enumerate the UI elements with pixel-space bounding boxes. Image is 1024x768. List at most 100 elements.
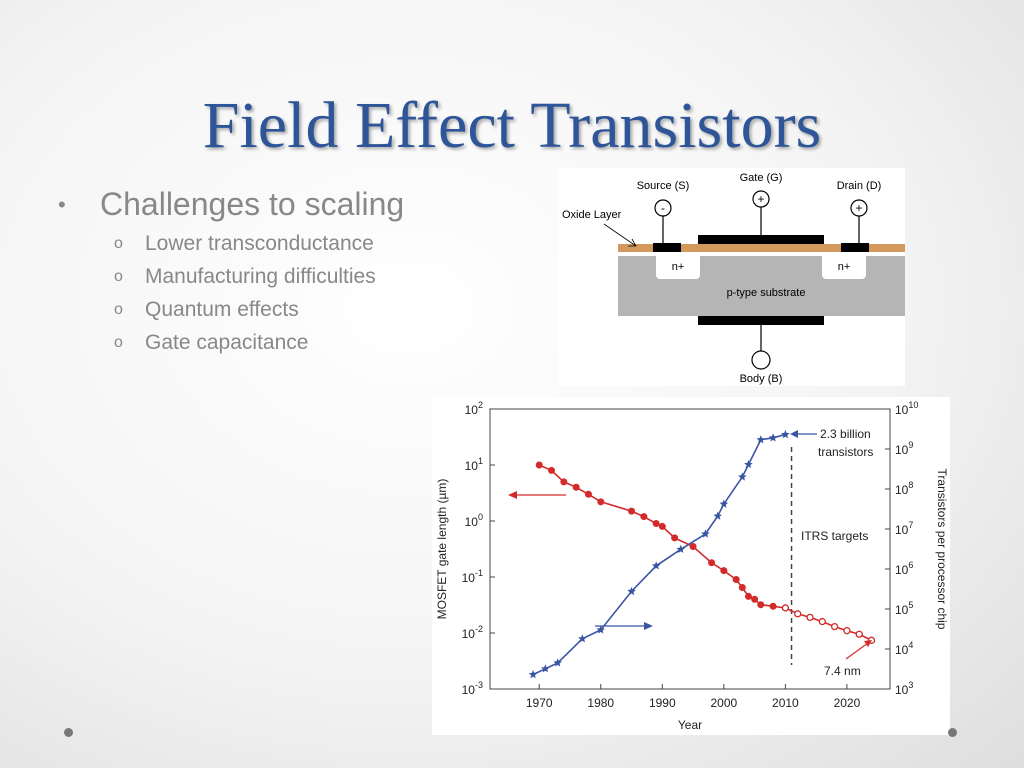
y-left-tick-exponent: -1 xyxy=(475,568,483,578)
itrs-target-point xyxy=(843,627,851,635)
gate-length-point xyxy=(548,466,556,474)
gate-length-point xyxy=(689,543,697,551)
drain-terminal-icon xyxy=(850,199,868,217)
gate-terminal-icon xyxy=(752,190,770,208)
y-right-axis-label: Transistors per processor chip xyxy=(935,469,949,630)
transistor-count-point xyxy=(553,658,562,667)
drain-nplus-region xyxy=(822,252,866,279)
transistors-annotation: transistors xyxy=(818,445,873,459)
corner-dot-right xyxy=(948,728,957,737)
y-left-tick-label: 10-3 xyxy=(462,680,483,697)
x-tick-label: 1980 xyxy=(587,696,614,710)
transistor-count-point xyxy=(744,460,753,469)
bullet-challenges: • Challenges to scaling xyxy=(58,186,404,223)
transistor-count-point xyxy=(719,499,729,508)
gate-length-point xyxy=(738,583,746,591)
y-left-tick-exponent: -3 xyxy=(475,680,483,690)
y-left-tick-exponent: 1 xyxy=(478,456,483,466)
itrs-target-point xyxy=(806,613,814,622)
gate-length-point xyxy=(708,559,716,567)
transistor-count-point xyxy=(596,625,605,634)
source-nplus-label: n+ xyxy=(672,261,685,273)
body-electrode xyxy=(698,316,824,325)
itrs-target-point xyxy=(794,610,802,618)
scaling-chart-svg: 1970 1980 1990 2000 2010 2020Year10210110010-… xyxy=(435,400,949,732)
gate-length-point xyxy=(744,592,752,600)
oxide-layer-label: Oxide Layer xyxy=(562,209,622,221)
slide-title: Field Effect Transistors xyxy=(202,89,822,162)
gate-length-point xyxy=(640,513,648,521)
source-contact xyxy=(653,243,681,252)
transistor-arrowhead xyxy=(644,622,653,630)
y-right-tick-label: 107 xyxy=(895,520,913,537)
source-minus-sign: - xyxy=(661,201,665,215)
itrs-target-point xyxy=(818,617,826,626)
body-terminal-icon xyxy=(751,350,771,370)
sub-bullet-marker: o xyxy=(114,268,123,285)
transistor-count-point xyxy=(578,634,587,643)
oxide-pointer-arrowhead xyxy=(628,238,637,247)
gate-length-point xyxy=(769,602,777,610)
transistor-count-point xyxy=(627,586,636,596)
y-left-tick-label: 10-1 xyxy=(462,568,483,585)
x-tick-label: 2010 xyxy=(772,696,799,710)
x-tick-label: 2020 xyxy=(834,696,861,710)
itrs-target-point xyxy=(855,630,863,638)
transistor-count-point xyxy=(713,511,722,520)
y-right-tick-exponent: 5 xyxy=(908,600,913,610)
sub-bullet: o Manufacturing difficulties xyxy=(58,265,404,289)
body-label: Body (B) xyxy=(740,373,783,385)
gate-label: Gate (G) xyxy=(740,172,783,184)
y-right-tick-exponent: 6 xyxy=(908,560,913,570)
y-left-tick-label: 102 xyxy=(465,400,483,417)
gate-length-point xyxy=(751,595,759,603)
gate-length-point xyxy=(560,478,568,486)
source-label: Source (S) xyxy=(637,180,690,192)
y-right-tick-exponent: 7 xyxy=(908,520,913,530)
y-right-tick-label: 109 xyxy=(895,440,913,457)
y-left-tick-label: 101 xyxy=(465,456,483,473)
drain-label: Drain (D) xyxy=(837,180,882,192)
sub-bullet-text: Lower transconductance xyxy=(145,232,374,255)
y-left-axis-label: MOSFET gate length (µm) xyxy=(435,479,449,620)
scaling-chart: 1970 1980 1990 2000 2010 2020 Year 102 101 100 10-… xyxy=(432,397,950,735)
substrate-label: p-type substrate xyxy=(727,287,806,299)
sub-bullet-marker: o xyxy=(114,301,123,318)
sub-bullet-marker: o xyxy=(114,235,123,252)
x-tick-label: 1970 xyxy=(526,696,553,710)
y-right-tick-label: 1010 xyxy=(895,400,918,417)
sub-bullet: o Gate capacitance xyxy=(58,331,404,355)
x-tick-label: 1990 xyxy=(649,696,676,710)
sub-bullet-marker: o xyxy=(114,334,123,351)
transistor-count-point xyxy=(768,433,778,442)
y-right-tick-label: 105 xyxy=(895,600,913,617)
x-axis-label: Year xyxy=(678,718,702,732)
gate-length-point xyxy=(720,567,728,575)
y-right-tick-label: 103 xyxy=(895,680,913,697)
mosfet-diagram: - + + Source (S) Gate (G) Drain (D) Oxid… xyxy=(558,168,905,386)
drain-plus-sign: + xyxy=(855,201,862,215)
mosfet-diagram-svg: - + + Source (S) Gate (G) Drain (D) Oxid… xyxy=(562,172,905,385)
y-right-tick-exponent: 3 xyxy=(908,680,913,690)
y-left-tick-exponent: -2 xyxy=(475,624,483,634)
sub-bullet-text: Gate capacitance xyxy=(145,331,309,354)
y-right-tick-exponent: 9 xyxy=(908,440,913,450)
y-left-tick-exponent: 0 xyxy=(478,512,483,522)
gate-length-point xyxy=(572,483,580,491)
y-left-tick-exponent: 2 xyxy=(478,400,483,410)
billion-annotation: 2.3 billion xyxy=(820,427,871,441)
drain-contact xyxy=(841,243,869,252)
source-nplus-region xyxy=(656,252,700,279)
sub-bullet: o Quantum effects xyxy=(58,298,404,322)
transistor-count-point xyxy=(528,670,538,679)
gate-length-arrowhead xyxy=(508,491,517,499)
transistor-count-point xyxy=(738,472,747,481)
transistor-count-point xyxy=(676,544,685,553)
gate-plus-sign: + xyxy=(757,192,764,206)
gate-length-point xyxy=(671,534,679,542)
corner-dot-left xyxy=(64,728,73,737)
y-right-tick-label: 104 xyxy=(895,640,913,657)
bullet-text: Challenges to scaling xyxy=(100,186,405,222)
transistor-count-point xyxy=(781,430,790,439)
gate-length-point xyxy=(628,507,636,515)
